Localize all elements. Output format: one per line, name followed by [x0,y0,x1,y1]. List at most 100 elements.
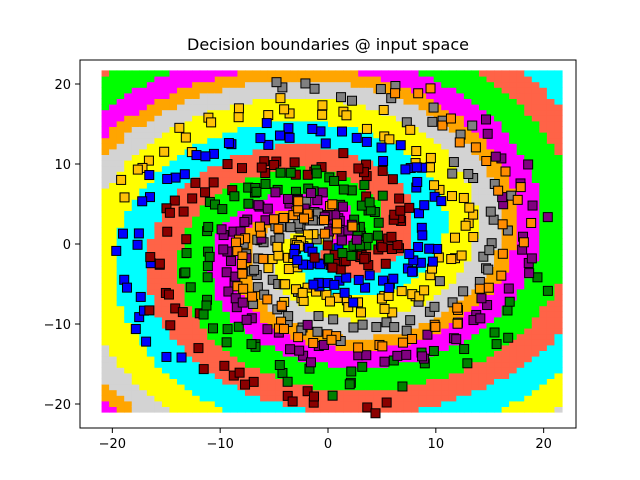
region-cell [554,283,563,290]
region-cell [524,143,533,150]
region-cell [320,266,329,273]
region-cell [395,76,405,83]
region-cell [290,300,299,307]
region-cell [328,104,337,111]
region-cell [131,400,140,407]
region-cell [380,272,389,279]
region-cell [403,137,412,144]
y-tick-label: 20 [54,78,71,93]
region-cell [199,328,208,335]
region-cell [169,154,178,161]
region-cell [139,372,148,379]
region-cell [486,378,495,385]
region-cell [433,210,442,217]
region-cell [395,120,405,127]
region-cell [373,361,382,368]
data-point [327,262,338,273]
region-cell [494,277,503,284]
region-cell [403,76,412,83]
region-cell [395,316,405,323]
region-cell [267,132,276,139]
region-cell [297,389,306,396]
region-cell [131,126,140,133]
region-cell [169,232,178,239]
region-cell [124,227,133,234]
region-cell [222,76,231,83]
region-cell [441,322,450,329]
region-cell [546,165,556,172]
region-cell [531,232,540,239]
region-cell [365,109,374,116]
region-cell [290,182,299,189]
region-cell [275,204,284,211]
region-cell [260,277,269,284]
region-cell [275,115,284,122]
data-point [176,352,187,363]
region-cell [214,87,223,94]
region-cell [343,120,352,127]
region-cell [328,361,337,368]
region-cell [554,406,563,413]
region-cell [433,266,442,273]
region-cell [146,109,155,116]
region-cell [139,384,148,391]
region-cell [441,283,450,290]
region-cell [539,367,548,374]
region-cell [131,120,140,127]
region-cell [448,137,457,144]
region-cell [184,70,193,77]
region-cell [388,188,397,195]
region-cell [229,199,239,206]
region-cell [478,165,488,172]
region-cell [116,378,125,385]
region-cell [403,400,412,407]
region-cell [320,367,329,374]
region-cell [207,350,216,357]
region-cell [395,104,405,111]
data-point [413,241,424,252]
region-cell [441,389,450,396]
data-point [273,223,284,234]
region-cell [290,384,299,391]
region-cell [252,333,261,340]
region-cell [539,384,548,391]
region-cell [448,311,457,318]
data-point [237,268,248,279]
data-point [181,248,192,259]
region-cell [131,406,140,413]
region-cell [358,210,367,217]
region-cell [411,137,420,144]
region-cell [524,98,533,105]
region-cell [554,389,563,396]
data-point [429,301,440,312]
region-cell [403,143,412,150]
data-point [504,296,515,307]
region-cell [411,204,420,211]
data-point [179,169,190,180]
region-cell [365,221,374,228]
region-cell [222,378,231,385]
region-cell [463,81,473,88]
region-cell [441,406,450,413]
region-cell [388,384,397,391]
region-cell [554,87,563,94]
region-cell [169,137,178,144]
region-cell [494,165,503,172]
region-cell [131,154,140,161]
region-cell [486,199,495,206]
region-cell [418,154,427,161]
region-cell [373,367,382,374]
region-cell [546,406,556,413]
region-cell [252,244,261,251]
region-cell [539,238,548,245]
region-cell [267,400,276,407]
region-cell [516,350,525,357]
region-cell [267,361,276,368]
region-cell [214,339,223,346]
region-cell [448,277,457,284]
region-cell [184,76,193,83]
region-cell [335,272,344,279]
region-cell [441,244,450,251]
region-cell [478,356,488,363]
region-cell [237,81,246,88]
